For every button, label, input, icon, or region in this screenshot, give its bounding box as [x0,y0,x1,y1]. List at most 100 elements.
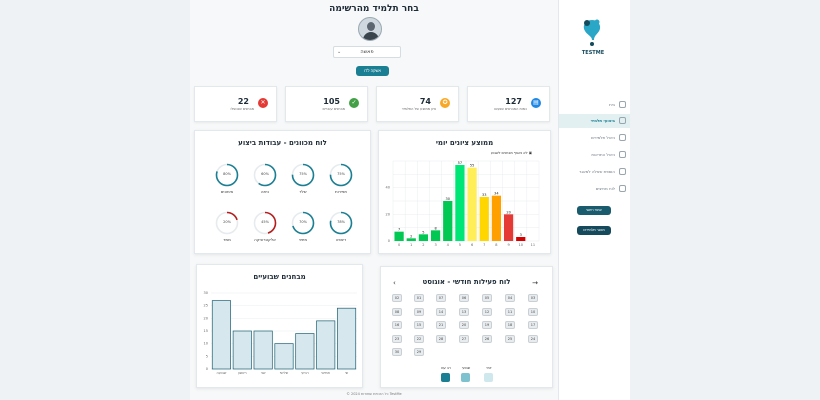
confirm-button[interactable]: אשקה לדו [356,66,389,76]
stat-value: 105 [323,97,340,106]
calendar-day[interactable]: 09 [414,307,424,316]
nav-icon [619,117,626,124]
legend-label: יומי [486,366,492,370]
gauge-ring [329,163,353,187]
calendar-day[interactable]: 30 [392,348,402,356]
calendar-day[interactable]: 17 [528,321,538,329]
logo-icon [583,19,601,46]
stat-label: כמות המבחנים שנעשו [494,107,527,111]
daily-chart-note: לא נאסף מבחנים לשבוע ▣ [491,151,532,155]
y-tick-label: 5 [206,354,208,358]
sidebar-item[interactable]: ביצועי תלמיד [559,114,631,128]
calendar-day[interactable]: 16 [392,321,402,329]
calendar-day[interactable]: 07 [436,294,446,302]
calendar-card: לוח פעילות חודשי - אוגוסט ‹ → 02 08 16 23 30… [380,266,553,388]
calendar-day[interactable]: 28 [436,334,446,343]
legend-label: שבועי [461,366,471,370]
calendar-day[interactable]: 08 [392,307,402,316]
data-label: 30 [446,197,450,201]
main-page-button[interactable]: עמוד ראשי [577,206,611,215]
calendar-day[interactable]: 12 [482,307,492,316]
main-page: בחר תלמיד מהרשימה ⌄ פאשה אשקה לדו 22 מבח… [190,0,558,400]
gauge-label: כיתה [260,189,270,194]
document-icon: ▤ [531,98,541,108]
chevron-down-icon: ⌄ [337,49,342,55]
calendar-day[interactable]: 11 [505,307,515,316]
bar [274,343,294,370]
gauge-percent: 45% [261,220,269,224]
calendar-day[interactable]: 25 [505,334,515,343]
stat-card: 22 מבחנים שנכשלו ✕ [194,86,277,122]
sidebar-item[interactable]: ניהול התראות [559,148,631,162]
document-icon: ▣ [528,151,532,155]
medal-icon: ✪ [440,98,450,108]
gauges-card-title: לוח מכוונים - עבודות ביצוע [238,139,327,147]
calendar-day[interactable]: 24 [528,334,538,343]
logo-text: TESTME [581,50,605,56]
x-tick-label: 6 [471,243,473,247]
gauge-label: אלקטרוניקה [254,237,276,242]
calendar-day[interactable]: 23 [392,334,402,343]
gauge-label: שלד [299,189,307,194]
nav-icon [619,185,626,192]
calendar-day[interactable]: 29 [414,348,424,356]
gauge-ring [215,163,239,187]
daily-chart-card: ממוצע ציונים יומי לא נאסף מבחנים לשבוע ▣… [378,130,551,254]
x-tick-label: שבועה [216,371,226,375]
student-select-value: פאשה [360,49,374,55]
gauge-percent: 75% [299,172,307,176]
x-tick-label: 2 [422,243,424,247]
calendar-day[interactable]: 01 [414,294,424,302]
calendar-day[interactable]: 03 [528,294,538,302]
gauge-ring [329,211,353,235]
y-tick-label: 0 [206,367,208,371]
gauge: 45% [253,211,277,235]
gauge-percent: 75% [337,172,345,176]
y-tick-label: 25 [204,304,208,308]
calendar-day[interactable]: 05 [482,294,492,302]
calendar-day[interactable]: 02 [392,294,402,302]
bar [418,234,429,241]
sidebar-item[interactable]: הוספת שאלה למאגר [559,165,631,179]
bar [503,214,514,241]
stat-card: 127 כמות המבחנים שנעשו ▤ [467,86,550,122]
bar [316,320,336,370]
calendar-day[interactable]: 20 [459,321,469,329]
x-tick-label: 0 [398,243,400,247]
calendar-day[interactable]: 22 [414,334,424,343]
calendar-day[interactable]: 27 [459,334,469,343]
data-label: 7 [398,228,400,232]
calendar-day[interactable]: 14 [436,307,446,316]
student-select[interactable]: ⌄ פאשה [333,46,401,58]
data-label: 57 [458,161,462,165]
sidebar-item[interactable]: בית [559,98,631,112]
calendar-day[interactable]: 10 [528,307,538,316]
calendar-day[interactable]: 13 [459,307,469,316]
stat-label: מבחנים שנכשלו [230,107,254,111]
bar [467,167,477,241]
calendar-day[interactable]: 26 [482,334,492,343]
x-tick-label: חמישי [321,371,330,375]
calendar-day[interactable]: 04 [505,294,515,302]
prev-month-icon[interactable]: ‹ [393,279,396,287]
sidebar-item[interactable]: ניהול תלמידים [559,131,631,145]
calendar-day[interactable]: 06 [459,294,469,302]
calendar-day[interactable]: 19 [482,321,492,329]
next-month-icon[interactable]: → [532,279,538,287]
data-label: 8 [434,226,436,230]
x-tick-label: 3 [434,243,436,247]
calendar-day[interactable]: 21 [436,321,446,329]
students-db-button[interactable]: מאגר תלמידים [577,226,611,235]
bar [430,230,441,241]
gauge-label: מיפוי [298,237,308,242]
data-label: 33 [482,193,486,197]
weekly-chart-card: מבחנים שבועיים 0 5 10 15 20 25 30 שבועה ראשון שני… [196,264,363,388]
check-circle-icon: ✓ [349,98,359,108]
stat-card: 105 מבחנים עוברים ✓ [285,86,368,122]
sidebar-item[interactable]: לוח מחיצים [559,182,631,196]
gauge-label: אימונים [220,189,234,194]
x-tick-label: 5 [459,243,461,247]
stat-value: 74 [419,97,431,106]
calendar-day[interactable]: 15 [414,321,424,329]
calendar-day[interactable]: 18 [505,321,515,329]
